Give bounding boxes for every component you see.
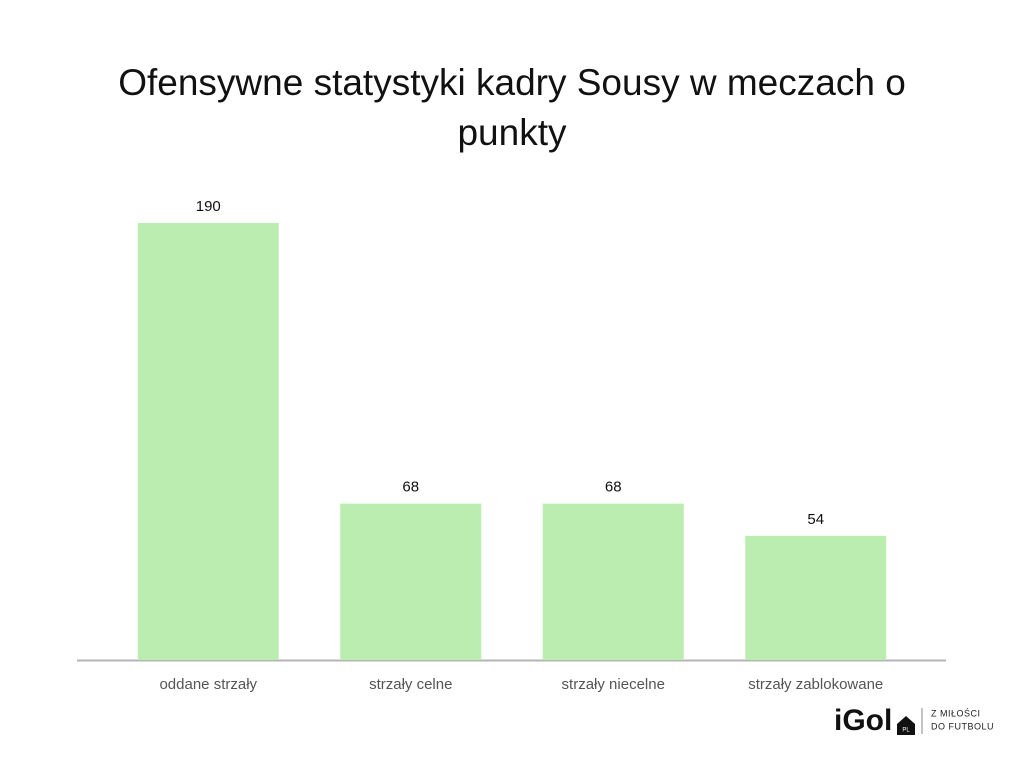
bar	[340, 503, 482, 660]
logo-tagline: Z MIŁOŚCI	[931, 707, 981, 718]
value-label: 54	[807, 511, 824, 528]
bar	[542, 503, 684, 660]
x-tick-label: strzały zablokowane	[748, 676, 883, 693]
x-tick-label: strzały celne	[369, 676, 452, 693]
x-tick-label: oddane strzały	[159, 676, 257, 693]
bar	[745, 535, 887, 660]
bar	[137, 223, 279, 660]
logo-badge	[897, 716, 915, 735]
logo-tagline: DO FUTBOLU	[931, 721, 994, 731]
logo: iGol PL Z MIŁOŚCI DO FUTBOLU	[834, 704, 994, 737]
value-label: 190	[196, 198, 221, 215]
value-label: 68	[605, 479, 622, 496]
logo-suffix: PL	[902, 728, 910, 734]
x-tick-label: strzały niecelne	[562, 676, 665, 693]
logo-name: iGol	[834, 704, 892, 737]
value-label: 68	[402, 479, 419, 496]
chart-title: Ofensywne statystyki kadry Sousy w mecza…	[118, 62, 906, 153]
